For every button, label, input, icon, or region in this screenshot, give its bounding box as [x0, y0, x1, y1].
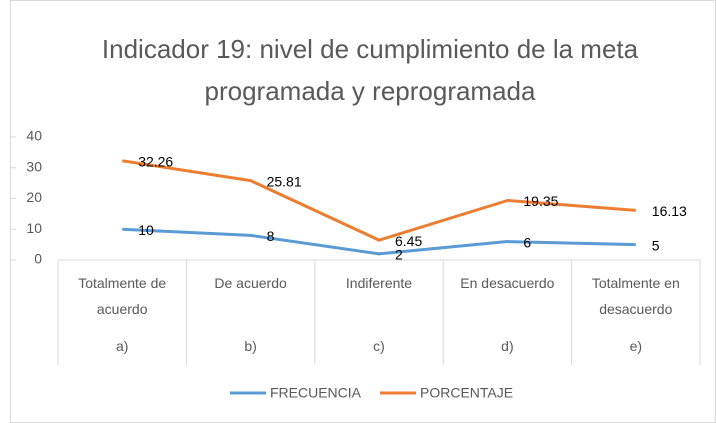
- data-label: 2: [395, 247, 403, 263]
- chart-title: Indicador 19: nivel de cumplimiento de l…: [101, 34, 639, 106]
- x-group-label: d): [501, 338, 514, 354]
- series-line: [122, 227, 636, 256]
- x-tick-label: En desacuerdo: [460, 275, 555, 291]
- data-label: 6: [523, 234, 531, 250]
- y-tick-label: 10: [26, 220, 42, 236]
- data-label: 10: [138, 222, 154, 238]
- x-tick-label: Totalmente en desacuerdo: [591, 275, 680, 317]
- data-label: 16.13: [652, 203, 687, 219]
- data-label: 19.35: [523, 193, 558, 209]
- y-tick-label: 30: [26, 158, 42, 174]
- x-tick-label: Totalmente de acuerdo: [78, 275, 167, 317]
- data-label: 8: [267, 228, 275, 244]
- y-tick-label: 0: [34, 251, 42, 267]
- x-tick-label: De acuerdo: [214, 275, 287, 291]
- legend-label: FRECUENCIA: [270, 385, 362, 401]
- x-group-label: b): [244, 338, 257, 354]
- legend-label: PORCENTAJE: [420, 385, 513, 401]
- data-label: 32.26: [138, 154, 173, 170]
- data-label: 6.45: [395, 233, 422, 249]
- y-tick-label: 20: [26, 189, 42, 205]
- x-group-label: a): [115, 338, 129, 354]
- x-tick-label: Indiferente: [345, 275, 413, 291]
- y-tick-label: 40: [26, 128, 42, 144]
- series-line: [121, 159, 636, 242]
- x-group-label: c): [373, 338, 385, 354]
- data-label: 5: [652, 237, 660, 253]
- data-label: 25.81: [267, 173, 302, 189]
- x-group-label: e): [629, 338, 643, 354]
